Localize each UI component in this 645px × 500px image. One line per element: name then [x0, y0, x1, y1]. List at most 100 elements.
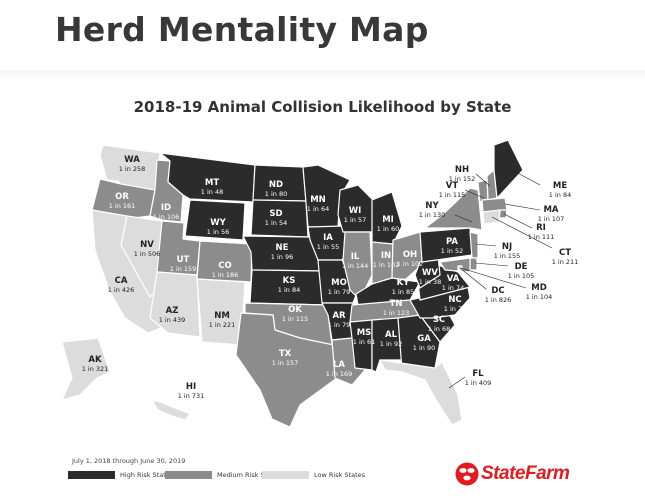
- leader-line-fl: [448, 376, 466, 389]
- state-abbr-mn: MN: [310, 195, 326, 205]
- state-abbr-hi: HI: [186, 382, 196, 392]
- legend-item-medium: Medium Risk States: [165, 471, 281, 479]
- state-abbr-va: VA: [447, 274, 460, 284]
- legend-label-high: High Risk States: [120, 471, 174, 479]
- state-value-hi: 1 in 731: [178, 392, 205, 400]
- state-value-sd: 1 in 54: [265, 219, 287, 227]
- state-value-ga: 1 in 90: [413, 344, 435, 352]
- state-md: [439, 257, 471, 273]
- state-value-ri: 1 in 111: [528, 233, 555, 241]
- state-abbr-me: ME: [553, 181, 567, 191]
- state-value-nc: 1 in 76: [444, 305, 466, 313]
- state-value-ak: 1 in 321: [82, 365, 109, 373]
- state-value-sc: 1 in 68: [428, 325, 450, 333]
- leader-line-vt: [464, 189, 485, 199]
- state-value-nv: 1 in 506: [134, 250, 161, 258]
- state-value-de: 1 in 105: [508, 272, 535, 280]
- legend-label-medium: Medium Risk States: [217, 471, 282, 479]
- state-abbr-nc: NC: [448, 295, 461, 305]
- state-abbr-ok: OK: [288, 305, 302, 315]
- state-abbr-ky: KY: [397, 278, 411, 288]
- state-abbr-wi: WI: [349, 206, 362, 216]
- state-abbr-ne: NE: [276, 243, 289, 253]
- leader-line-de: [474, 262, 509, 267]
- state-value-mi: 1 in 60: [377, 225, 399, 233]
- state-value-ca: 1 in 426: [108, 286, 135, 294]
- legend-item-low: Low Risk States: [262, 471, 365, 479]
- state-ms: [349, 319, 373, 371]
- state-value-ok: 1 in 115: [282, 315, 309, 323]
- state-abbr-nh: NH: [455, 165, 469, 175]
- state-abbr-nj: NJ: [502, 242, 512, 252]
- state-value-ct: 1 in 211: [552, 258, 579, 266]
- state-value-nj: 1 in 155: [494, 252, 521, 260]
- leader-line-ma: [504, 203, 541, 211]
- state-abbr-ms: MS: [357, 328, 372, 338]
- state-value-ut: 1 in 159: [170, 265, 197, 273]
- state-mi: [371, 191, 403, 245]
- header-divider: [0, 70, 645, 82]
- state-value-nh: 1 in 152: [449, 175, 476, 183]
- state-abbr-al: AL: [385, 330, 398, 340]
- state-abbr-or: OR: [115, 192, 129, 202]
- state-value-wv: 1 in 38: [419, 278, 441, 286]
- legend-item-high: High Risk States: [68, 471, 173, 479]
- state-value-oh: 1 in 102: [397, 260, 424, 268]
- state-abbr-ct: CT: [559, 248, 571, 258]
- state-az: [149, 271, 201, 338]
- state-abbr-wv: WV: [422, 268, 438, 278]
- state-tx: [235, 312, 338, 428]
- leader-line-me: [511, 169, 541, 186]
- state-nj: [469, 231, 479, 259]
- state-abbr-ia: IA: [323, 233, 333, 243]
- state-value-wa: 1 in 258: [119, 165, 146, 173]
- state-value-mt: 1 in 48: [201, 188, 223, 196]
- state-value-id: 1 in 106: [153, 213, 180, 221]
- legend-swatch-medium: [165, 471, 212, 479]
- leader-line-nj: [475, 243, 497, 247]
- state-value-dc: 1 in 826: [485, 296, 512, 304]
- state-value-vt: 1 in 115: [439, 191, 466, 199]
- state-oh: [391, 231, 426, 281]
- state-ny: [424, 187, 483, 231]
- state-value-ia: 1 in 55: [317, 243, 339, 251]
- state-abbr-ca: CA: [115, 276, 128, 286]
- state-abbr-ak: AK: [88, 355, 102, 365]
- state-abbr-ga: GA: [417, 334, 431, 344]
- state-value-ne: 1 in 96: [271, 253, 293, 261]
- state-abbr-pa: PA: [446, 237, 458, 247]
- state-value-wy: 1 in 56: [207, 228, 229, 236]
- brand-name: StateFarm: [481, 463, 570, 484]
- state-wy: [184, 199, 246, 241]
- state-value-ky: 1 in 85: [392, 288, 414, 296]
- state-abbr-ny: NY: [425, 201, 439, 211]
- state-abbr-de: DE: [515, 262, 528, 272]
- state-value-or: 1 in 161: [109, 202, 136, 210]
- leader-line-nh: [475, 173, 491, 187]
- state-value-md: 1 in 104: [526, 293, 553, 301]
- state-value-ms: 1 in 61: [353, 338, 375, 346]
- map-title: 2018-19 Animal Collision Likelihood by S…: [133, 98, 512, 116]
- state-value-il: 1 in 144: [342, 262, 369, 270]
- state-ak: [61, 337, 111, 401]
- leader-line-ct: [491, 216, 553, 249]
- state-abbr-ar: AR: [332, 311, 346, 321]
- state-abbr-az: AZ: [166, 306, 179, 316]
- state-abbr-mo: MO: [331, 278, 347, 288]
- state-abbr-mi: MI: [382, 215, 394, 225]
- leader-line-ny: [454, 214, 473, 223]
- state-abbr-oh: OH: [403, 250, 417, 260]
- state-abbr-ut: UT: [177, 255, 190, 265]
- state-abbr-sc: SC: [433, 315, 445, 325]
- state-abbr-ma: MA: [543, 205, 558, 215]
- state-me: [493, 139, 524, 199]
- state-abbr-dc: DC: [491, 286, 504, 296]
- state-abbr-vt: VT: [446, 181, 459, 191]
- state-value-al: 1 in 92: [380, 340, 402, 348]
- state-value-la: 1 in 169: [326, 370, 353, 378]
- state-abbr-id: ID: [161, 203, 171, 213]
- state-value-ks: 1 in 84: [278, 286, 300, 294]
- state-hi: [151, 399, 191, 421]
- state-abbr-co: CO: [218, 261, 231, 271]
